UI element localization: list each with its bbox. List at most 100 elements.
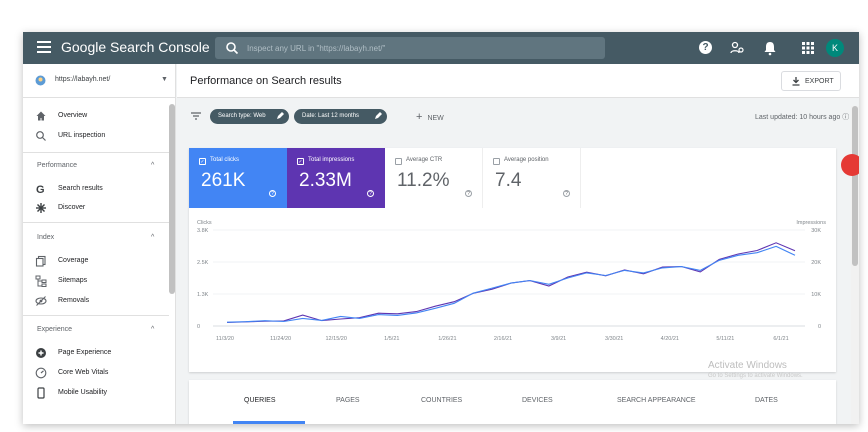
sidebar-item-label: Search results [58,185,103,192]
activation-watermark-text: Go to Settings to activate Windows. [708,373,803,379]
help-icon[interactable]: ? [367,190,374,197]
section-index[interactable]: Index [37,234,55,241]
help-icon[interactable]: ? [563,190,570,197]
sidebar-item-overview[interactable]: Overview [23,106,169,126]
sidebar-item-coverage[interactable]: Coverage [23,251,169,271]
bell-icon[interactable] [762,40,778,56]
right-axis-tick-label: 20K [811,260,821,266]
metric-average-ctr[interactable]: Average CTR 11.2% ? [385,148,483,208]
chip-label: Search type: Web [218,113,266,119]
main-scrollbar[interactable] [851,106,859,424]
hamburger-menu-icon[interactable] [37,41,51,55]
sidebar-item-label: Sitemaps [58,277,88,284]
chevron-up-icon[interactable]: ^ [151,234,155,241]
x-axis-tick-label: 3/9/21 [551,336,566,342]
x-axis-tick-label: 1/26/21 [438,336,456,342]
help-circle-icon[interactable]: ⓘ [842,114,850,121]
metric-total-clicks[interactable]: ✓ Total clicks 261K ? [189,148,287,208]
tab-pages[interactable]: PAGES [336,397,360,404]
scrollbar-thumb[interactable] [852,106,858,266]
checkbox-icon: ✓ [199,158,206,165]
x-axis-tick-label: 12/15/20 [325,336,346,342]
x-axis-tick-label: 6/1/21 [773,336,788,342]
dimension-tabs: QUERIES PAGES COUNTRIES DEVICES SEARCH A… [189,380,836,424]
phone-icon [37,387,45,399]
chevron-up-icon[interactable]: ^ [151,162,155,169]
sidebar-item-label: Overview [58,112,88,119]
apps-grid-icon[interactable] [800,40,816,56]
export-button[interactable]: EXPORT [781,71,841,91]
section-performance[interactable]: Performance [37,162,78,169]
plus-icon: + [416,111,423,123]
svg-text:G: G [36,184,45,195]
sidebar-scrollbar[interactable] [169,104,175,294]
sitemap-icon [35,275,47,287]
section-experience[interactable]: Experience [37,326,73,333]
metric-value: 2.33M [299,170,352,191]
x-axis-tick-label: 4/20/21 [661,336,679,342]
main-content: Performance on Search results EXPORT Sea… [177,64,859,424]
property-selector[interactable]: https://labayh.net/ ▼ [23,64,176,98]
checkbox-icon: ✓ [297,158,304,165]
search-input[interactable] [247,40,587,56]
filter-bar: Search type: Web Date: Last 12 months + N… [177,98,859,136]
filter-icon[interactable] [190,110,202,122]
property-url: https://labayh.net/ [55,76,111,83]
tab-queries[interactable]: QUERIES [244,397,276,404]
avatar[interactable]: K [826,39,844,57]
sidebar-item-label: Page Experience [58,349,112,356]
tab-countries[interactable]: COUNTRIES [421,397,463,404]
app-title[interactable]: Google Search Console [61,39,210,55]
sidebar-item-core-web-vitals[interactable]: Core Web Vitals [23,363,169,383]
copy-icon [35,255,46,267]
performance-card: ✓ Total clicks 261K ? ✓ Total impression… [189,148,836,372]
new-filter-button[interactable]: + NEW [416,111,444,123]
series-line-clicks [226,245,796,323]
performance-chart[interactable]: 3.8K 2.5K 1.3K 0 30K 20K 10K 0 Clicks Impressions… [189,212,836,372]
metric-value: 7.4 [495,170,522,191]
metric-label: Total impressions [308,157,355,163]
url-inspection-search[interactable] [215,37,605,59]
metric-label: Average CTR [406,157,443,163]
active-tab-indicator [233,421,305,424]
filter-chip-date[interactable]: Date: Last 12 months [294,109,387,124]
help-icon[interactable]: ? [465,190,472,197]
download-icon [792,77,800,86]
asterisk-icon [36,203,46,213]
sidebar-item-label: Removals [58,297,90,304]
sidebar-item-mobile-usability[interactable]: Mobile Usability [23,383,169,403]
top-app-bar: Google Search Console ? K [23,32,859,64]
help-icon[interactable]: ? [699,41,712,54]
filter-chip-search-type[interactable]: Search type: Web [210,109,289,124]
sidebar-item-search-results[interactable]: G Search results [23,179,169,199]
left-axis-tick-label: 3.8K [197,228,209,234]
page-title: Performance on Search results [190,75,342,87]
help-icon[interactable]: ? [269,190,276,197]
left-axis-tick-label: 1.3K [197,292,209,298]
tab-dates[interactable]: DATES [755,397,778,404]
sidebar-item-discover[interactable]: Discover [23,198,169,218]
x-axis-tick-label: 5/11/21 [716,336,734,342]
sidebar-item-label: Discover [58,204,86,211]
sidebar-item-sitemaps[interactable]: Sitemaps [23,271,169,291]
sidebar-item-page-experience[interactable]: Page Experience [23,343,169,363]
checkbox-icon [395,158,402,165]
gauge-icon [35,367,47,379]
tab-devices[interactable]: DEVICES [522,397,553,404]
x-axis-tick-label: 11/3/20 [216,336,234,342]
metric-total-impressions[interactable]: ✓ Total impressions 2.33M ? [287,148,385,208]
sidebar-item-url-inspection[interactable]: URL inspection [23,126,169,146]
left-axis-tick-label: 0 [197,324,200,330]
search-icon [226,42,239,55]
metric-average-position[interactable]: Average position 7.4 ? [483,148,581,208]
left-axis-title: Clicks [197,220,212,226]
feedback-badge[interactable] [841,154,859,176]
pencil-icon [277,112,284,119]
account-settings-icon[interactable] [729,40,745,56]
sidebar-item-removals[interactable]: Removals [23,291,169,311]
tab-search-appearance[interactable]: SEARCH APPEARANCE [617,397,696,404]
plus-circle-icon [36,348,46,358]
metric-label: Total clicks [210,157,240,163]
sidebar-item-label: URL inspection [58,132,106,139]
chevron-up-icon[interactable]: ^ [151,326,155,333]
